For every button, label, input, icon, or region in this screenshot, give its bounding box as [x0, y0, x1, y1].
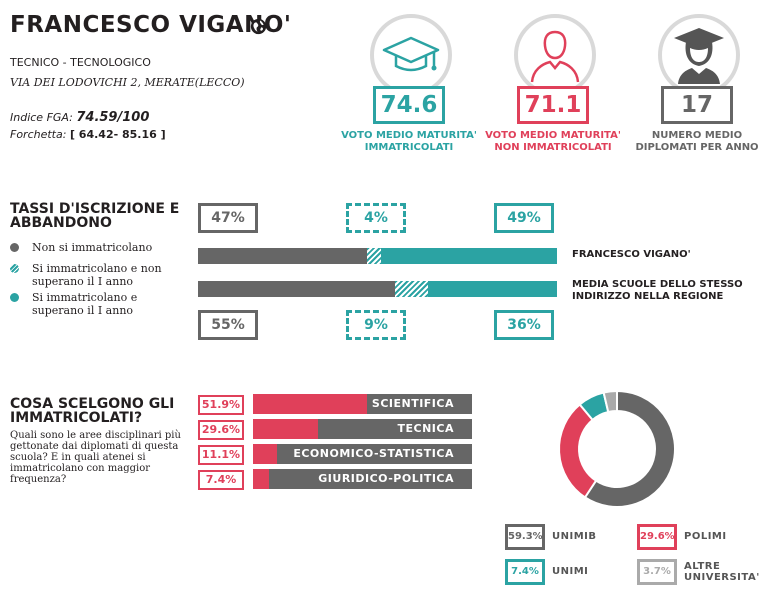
school-address: VIA DEI LODOVICHI 2, MERATE(LECCO): [10, 76, 245, 89]
region-pct-not-enrolled: 55%: [198, 310, 258, 340]
choice-bar-label: SCIENTIFICA: [371, 397, 454, 410]
stat-circle-graduates: [658, 14, 740, 96]
region-stacked-bar: [198, 281, 557, 297]
choice-bar-scientifica: SCIENTIFICA: [253, 394, 472, 414]
fork-range: Forchetta: [ 64.42- 85.16 ]: [10, 128, 166, 141]
graduate-person-icon: [674, 28, 724, 84]
choice-bar-fill: [253, 419, 318, 439]
uni-pct-polimi: 29.6%: [637, 524, 677, 550]
choice-bar-fill: [253, 394, 367, 414]
legend-dot-grey: [10, 243, 19, 252]
stat-circle-not-enrolled: [514, 14, 596, 96]
person-icon: [530, 30, 580, 83]
uni-pct-unimi: 7.4%: [505, 559, 545, 585]
fork-label: Forchetta:: [10, 128, 67, 141]
stat-circle-enrolled: [370, 14, 452, 96]
legend-dot-hatched: [10, 264, 19, 273]
legend-label: Si immatricolano e non superano il I ann…: [32, 262, 162, 288]
uni-pct-unimib: 59.3%: [505, 524, 545, 550]
enrollment-title: TASSI D'ISCRIZIONE E ABBANDONO: [10, 201, 180, 231]
uni-pct-altre: 3.7%: [637, 559, 677, 585]
school-type: TECNICO - TECNOLOGICO: [10, 56, 151, 69]
school-pct-not-enrolled: 47%: [198, 203, 258, 233]
uni-label-polimi: POLIMI: [684, 531, 727, 542]
bar-segment-not-enrolled: [198, 281, 396, 297]
choice-bar-economico: ECONOMICO-STATISTICA: [253, 444, 472, 464]
bar-segment-enrolled: [381, 248, 557, 264]
choice-pct-tecnica: 29.6%: [198, 420, 244, 440]
choice-bar-giuridico: GIURIDICO-POLITICA: [253, 469, 472, 489]
choice-pct-giuridico: 7.4%: [198, 470, 244, 490]
donut-slice-unimib: [583, 389, 676, 508]
choice-pct-economico: 11.1%: [198, 445, 244, 465]
fga-index: Indice FGA: 74.59/100: [10, 110, 149, 125]
legend-label: Non si immatricolano: [32, 241, 153, 254]
bar-segment-not-enrolled: [198, 248, 367, 264]
school-pct-enrolled: 49%: [494, 203, 554, 233]
uni-label-altre: ALTRE UNIVERSITA': [684, 561, 760, 583]
university-donut-chart: [558, 389, 676, 508]
uni-label-unimi: UNIMI: [552, 566, 589, 577]
graduation-cap-icon: [382, 36, 440, 72]
donut-slice-altre-universita: [602, 389, 618, 414]
choice-pct-scientifica: 51.9%: [198, 395, 244, 415]
choices-question: Quali sono le aree disciplinari più gett…: [10, 430, 181, 485]
stat-value-enrolled: 74.6: [373, 86, 445, 124]
bar-segment-dropout: [366, 248, 382, 264]
uni-label-unimib: UNIMIB: [552, 531, 597, 542]
choice-bar-label: TECNICA: [397, 422, 454, 435]
school-stacked-bar: [198, 248, 557, 264]
school-bar-label: FRANCESCO VIGANO': [572, 249, 691, 260]
choice-bar-label: ECONOMICO-STATISTICA: [293, 447, 454, 460]
stat-label-enrolled: VOTO MEDIO MATURITA' IMMATRICOLATI: [341, 130, 477, 153]
globe-icon[interactable]: [250, 18, 267, 35]
fga-value: 74.59/100: [76, 110, 150, 125]
school-name: FRANCESCO VIGANO': [10, 12, 292, 38]
legend-dot-teal: [10, 293, 19, 302]
stat-value-graduates: 17: [661, 86, 733, 124]
region-pct-dropout: 9%: [346, 310, 406, 340]
region-pct-enrolled: 36%: [494, 310, 554, 340]
choice-bar-label: GIURIDICO-POLITICA: [318, 472, 454, 485]
choice-bar-fill: [253, 444, 278, 464]
legend-label: Si immatricolano e superano il I anno: [32, 291, 138, 317]
fork-value: [ 64.42- 85.16 ]: [69, 128, 166, 141]
bar-segment-enrolled: [427, 281, 557, 297]
region-bar-label: MEDIA SCUOLE DELLO STESSO INDIRIZZO NELL…: [572, 279, 743, 302]
school-pct-dropout: 4%: [346, 203, 406, 233]
stat-label-not-enrolled: VOTO MEDIO MATURITA' NON IMMATRICOLATI: [485, 130, 621, 153]
stat-value-not-enrolled: 71.1: [517, 86, 589, 124]
choice-bar-fill: [253, 469, 270, 489]
choices-title: COSA SCELGONO GLI IMMATRICOLATI?: [10, 396, 175, 426]
bar-segment-dropout: [395, 281, 428, 297]
stat-label-graduates: NUMERO MEDIO DIPLOMATI PER ANNO: [635, 130, 759, 153]
fga-label: Indice FGA:: [10, 111, 73, 124]
choice-bar-tecnica: TECNICA: [253, 419, 472, 439]
